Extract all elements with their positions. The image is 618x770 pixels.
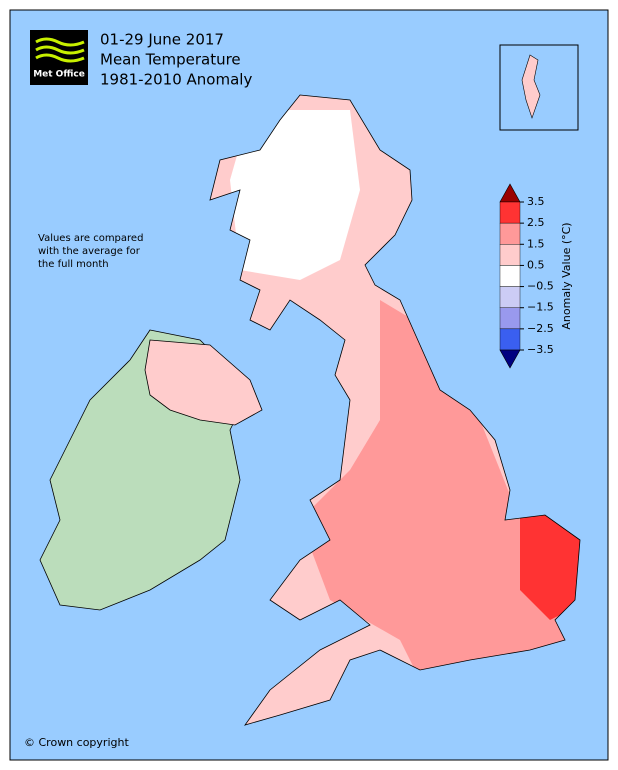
- logo-text: Met Office: [33, 70, 85, 80]
- legend-tick-label: 3.5: [527, 195, 545, 208]
- anomaly-zone: [300, 300, 570, 680]
- note-line: Values are compared: [38, 233, 143, 244]
- legend-bin: [499, 286, 521, 308]
- title-line: Mean Temperature: [100, 51, 241, 69]
- legend-tick-label: −1.5: [527, 301, 554, 314]
- northern-ireland: [144, 339, 263, 426]
- title-line: 01-29 June 2017: [100, 31, 224, 49]
- legend: 3.5 2.5 1.5 0.5 −0.5 −1.5 −2.5 −3.5 Anomaly Valu…: [499, 183, 573, 369]
- legend-tick-label: −3.5: [527, 343, 554, 356]
- legend-extend-bottom: [499, 349, 521, 369]
- note-line: the full month: [38, 259, 109, 270]
- legend-bin: [499, 328, 521, 351]
- legend-bin: [499, 244, 521, 266]
- legend-bin: [499, 265, 521, 287]
- inset-box: [499, 44, 579, 131]
- legend-tick-label: 1.5: [527, 237, 545, 250]
- legend-title: Anomaly Value (°C): [560, 222, 573, 329]
- legend-bin: [499, 222, 521, 245]
- copyright: © Crown copyright: [24, 736, 129, 749]
- legend-tick-label: 0.5: [527, 258, 545, 271]
- legend-tick-label: −0.5: [527, 280, 554, 293]
- shetland: [521, 54, 541, 119]
- legend-tick-label: −2.5: [527, 322, 554, 335]
- legend-tick-label: 2.5: [527, 216, 545, 229]
- legend-bin: [499, 307, 521, 330]
- anomaly-zone: [230, 110, 360, 280]
- legend-bin: [499, 201, 521, 224]
- title-line: 1981-2010 Anomaly: [100, 71, 252, 89]
- logo-mark: [35, 37, 85, 63]
- anomaly-zone: [520, 510, 580, 620]
- note-line: with the average for: [38, 246, 141, 257]
